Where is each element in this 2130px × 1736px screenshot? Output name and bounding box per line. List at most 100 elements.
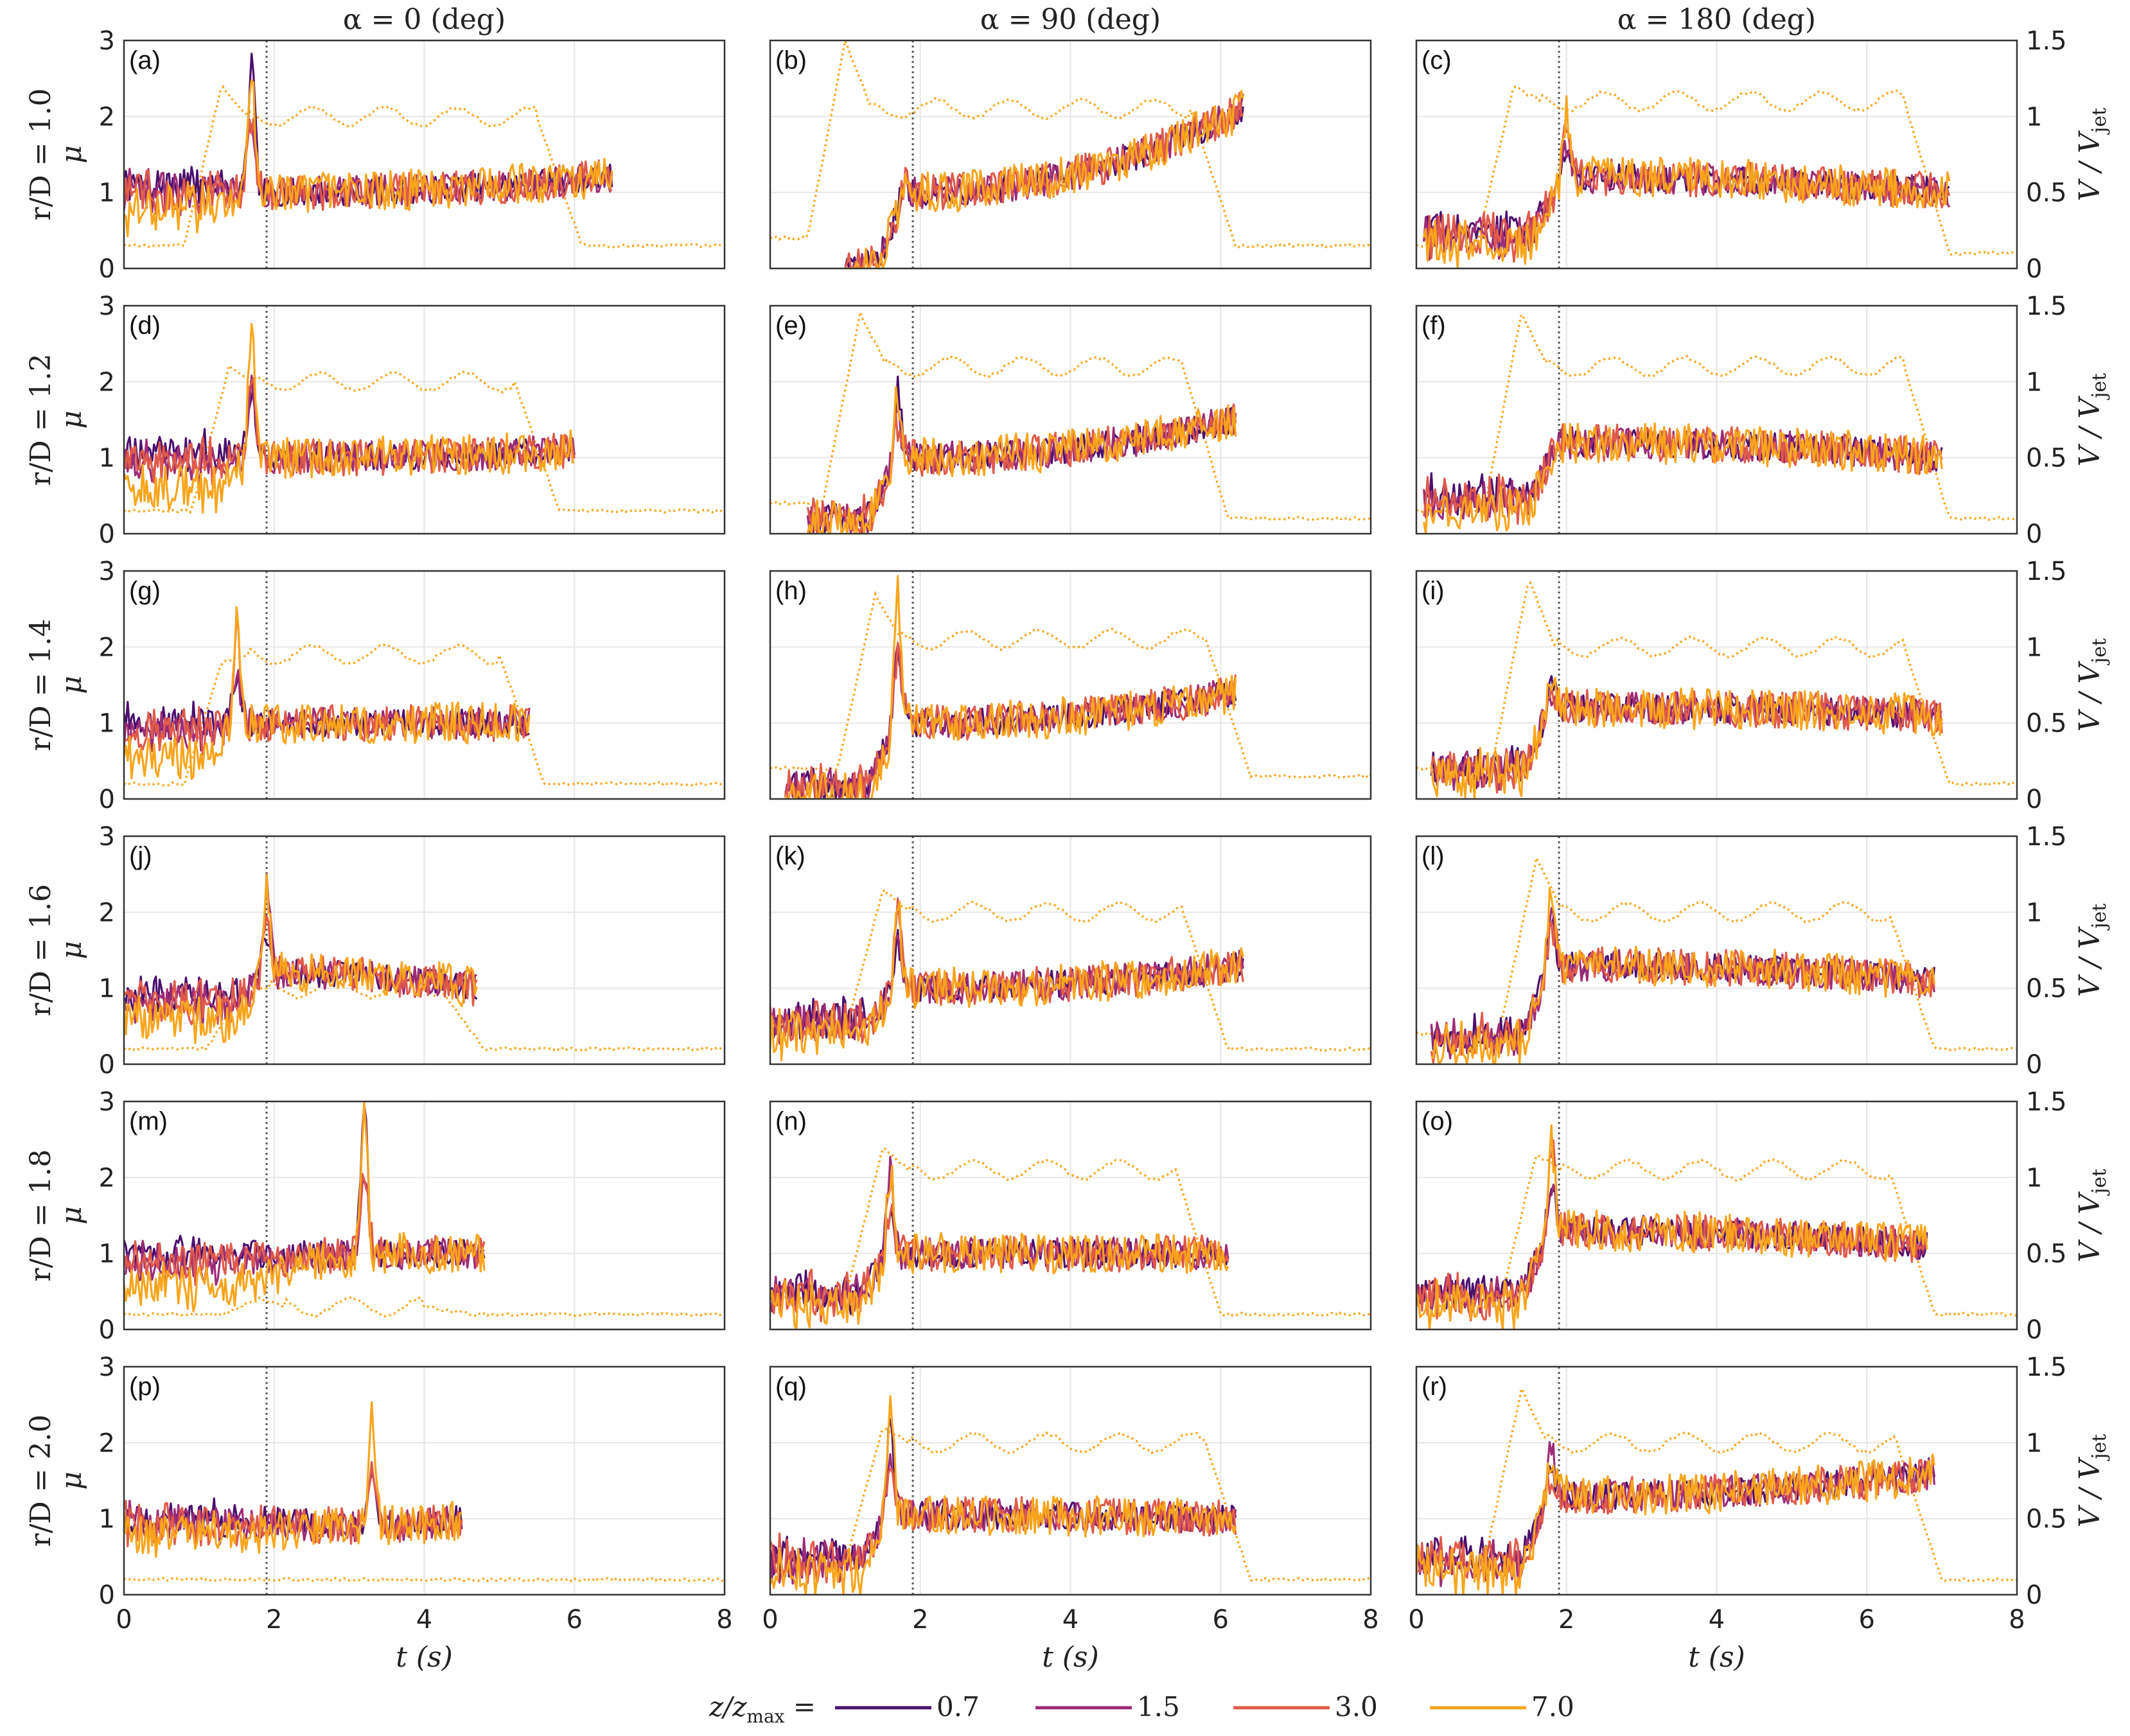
panel-frame (769, 1365, 1372, 1596)
mu-series-7-0 (1423, 95, 1951, 268)
velocity-series (770, 1428, 1371, 1583)
panel-data (1416, 1124, 2017, 1329)
panel-frame (123, 1100, 726, 1331)
mu-series-7-0 (784, 575, 1237, 799)
right-axis-label-main: V / V (2073, 926, 2106, 997)
mu-series-1-5 (1423, 139, 1951, 261)
mu-series-7-0 (1423, 422, 1943, 534)
mu-series-7-0 (124, 79, 613, 238)
legend-title: z/zmax = (709, 1691, 816, 1727)
left-tick-label: 3 (99, 26, 115, 56)
mu-series-7-0 (124, 873, 478, 1044)
panel-data (1416, 311, 2017, 534)
right-axis-label: V / Vjet (2073, 904, 2111, 997)
velocity-series (124, 85, 725, 249)
left-tick-label: 0 (99, 1581, 115, 1610)
left-tick-label: 1 (99, 1505, 115, 1534)
right-tick-label: 1 (2026, 898, 2042, 927)
mu-series-7-0 (770, 1164, 1229, 1329)
mu-series-7-0 (806, 385, 1237, 534)
panel-frame (1415, 1100, 2018, 1331)
panel-letter: (f) (1421, 311, 1446, 340)
right-tick-label: 1 (2026, 367, 2042, 397)
mu-series-3-0 (806, 403, 1237, 534)
panel-letter: (q) (775, 1372, 807, 1401)
x-axis-label: t (s) (1688, 1641, 1745, 1674)
panel-frame (769, 1100, 1372, 1331)
left-tick-label: 0 (99, 1050, 115, 1080)
x-tick-label: 8 (716, 1605, 732, 1635)
panel-p: (p) 0 1 2 3 0 2 4 6 8 t (s) (99, 1353, 733, 1674)
left-tick-label: 0 (99, 254, 115, 284)
x-tick-label: 2 (912, 1605, 928, 1635)
right-axis-label-sub: jet (2088, 904, 2111, 931)
right-tick-label: 0.5 (2026, 1240, 2067, 1269)
panel-frame (769, 835, 1372, 1065)
legend-title-part: z/z (709, 1691, 747, 1723)
x-tick-label: 2 (1558, 1605, 1574, 1635)
right-tick-label: 0 (2026, 254, 2042, 284)
mu-series-7-0 (124, 1101, 486, 1313)
velocity-series (1416, 311, 2017, 522)
left-tick-label: 1 (99, 444, 115, 473)
right-axis-label-sub: jet (2088, 638, 2111, 665)
velocity-series (1416, 1385, 2017, 1583)
panel-letter: (p) (129, 1372, 161, 1401)
left-axis-label: μ (55, 941, 88, 960)
panel-letter: (i) (1421, 577, 1445, 605)
right-axis-label-main: V / V (2073, 130, 2106, 202)
left-tick-label: 2 (99, 1428, 115, 1458)
mu-series-1-5 (124, 1179, 485, 1286)
panel-h: (h) (769, 570, 1372, 800)
x-axis-label: t (s) (396, 1641, 453, 1674)
x-tick-label: 0 (1408, 1605, 1424, 1635)
right-tick-label: 1 (2026, 1163, 2042, 1193)
panel-q: (q) 0 2 4 6 8 t (s) (762, 1365, 1379, 1674)
panel-d: (d) 0 1 2 3 (99, 292, 726, 549)
panel-letter: (l) (1421, 842, 1445, 870)
legend-title-part: max (746, 1706, 784, 1727)
left-tick-label: 2 (99, 1163, 115, 1193)
panel-frame (1415, 835, 2018, 1065)
velocity-series (124, 977, 725, 1052)
panel-frame (1415, 304, 2018, 535)
left-tick-label: 1 (99, 709, 115, 739)
right-tick-label: 1 (2026, 633, 2042, 662)
panel-data (770, 1146, 1371, 1329)
panel-data (124, 1401, 725, 1583)
mu-series-7-0 (1416, 1453, 1935, 1595)
panel-letter: (e) (775, 311, 807, 340)
left-tick-label: 1 (99, 179, 115, 208)
legend-title-part: = (784, 1691, 816, 1723)
panel-j: (j) 0 1 2 3 (99, 822, 726, 1080)
right-tick-label: 0 (2026, 785, 2042, 814)
row-label: r/D = 1.2 (24, 354, 57, 486)
mu-series-7-0 (1430, 887, 1935, 1064)
right-tick-label: 0 (2026, 1581, 2042, 1610)
panel-b: (b) (769, 39, 1372, 270)
panel-data (124, 322, 725, 514)
panel-data (1416, 1385, 2017, 1595)
mu-series-7-0 (770, 1395, 1237, 1595)
mu-series-7-0 (124, 1401, 462, 1558)
column-title: α = 0 (deg) (343, 3, 506, 36)
right-tick-label: 0 (2026, 520, 2042, 549)
panel-data (1416, 581, 2017, 799)
left-tick-label: 2 (99, 633, 115, 662)
panel-data (124, 606, 725, 787)
left-tick-label: 0 (99, 785, 115, 814)
panel-i: (i) 0 0.5 1 1.5 (1415, 557, 2067, 814)
panel-letter: (c) (1421, 46, 1452, 75)
right-tick-label: 1.5 (2026, 1353, 2067, 1382)
panel-letter: (h) (775, 577, 807, 605)
x-tick-label: 0 (116, 1605, 132, 1635)
panel-letter: (d) (129, 311, 161, 340)
legend-label: 1.5 (1137, 1691, 1180, 1723)
panel-letter: (m) (129, 1107, 168, 1135)
panel-frame (769, 570, 1372, 800)
x-tick-label: 4 (1062, 1605, 1078, 1635)
right-tick-label: 1.5 (2026, 822, 2067, 852)
x-tick-label: 0 (762, 1605, 778, 1635)
panel-data (770, 575, 1371, 799)
right-axis-label: V / Vjet (2073, 638, 2111, 732)
